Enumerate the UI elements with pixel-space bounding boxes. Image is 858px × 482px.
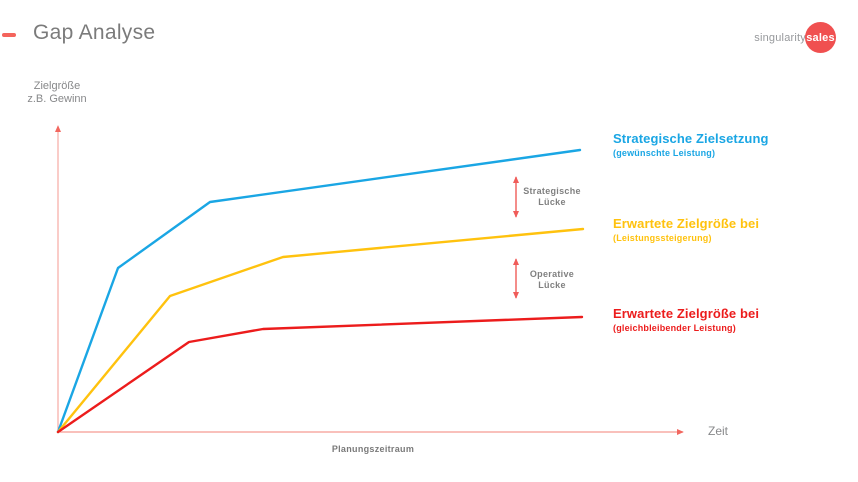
chart-curves — [56, 148, 585, 434]
series-label-title: Erwartete Zielgröße bei — [613, 306, 760, 321]
series-label-title: Strategische Zielsetzung — [613, 131, 769, 146]
series-label-subtitle: (gewünschte Leistung) — [613, 148, 716, 158]
company-logo: singularity sales — [754, 22, 836, 53]
title-accent-dash — [2, 33, 16, 37]
strategic-gap-label: Strategische Lücke — [523, 186, 581, 207]
series-label-strategic-goal: Strategische Zielsetzung (gewünschte Lei… — [613, 131, 769, 158]
series-label-subtitle: (gleichbleibender Leistung) — [613, 323, 736, 333]
operative-gap-label: Operative Lücke — [529, 269, 575, 290]
chart-axes — [54, 125, 684, 436]
series-label-expected-constant: Erwartete Zielgröße bei (gleichbleibende… — [613, 306, 759, 333]
logo-badge-text: sales — [806, 31, 835, 44]
y-axis-label: Zielgröße z.B. Gewinn — [27, 80, 87, 105]
series-label-title: Erwartete Zielgröße bei — [613, 216, 760, 231]
x-axis-label: Zeit — [708, 424, 729, 438]
logo-wordmark: singularity — [754, 31, 806, 44]
series-label-subtitle: (Leistungssteigerung) — [613, 233, 712, 243]
series-label-expected-increase: Erwartete Zielgröße bei (Leistungssteige… — [613, 216, 759, 243]
page-title: Gap Analyse — [33, 21, 156, 44]
planning-period-label: Planungszeitraum — [331, 444, 415, 454]
logo-circle-icon: sales — [805, 22, 836, 53]
